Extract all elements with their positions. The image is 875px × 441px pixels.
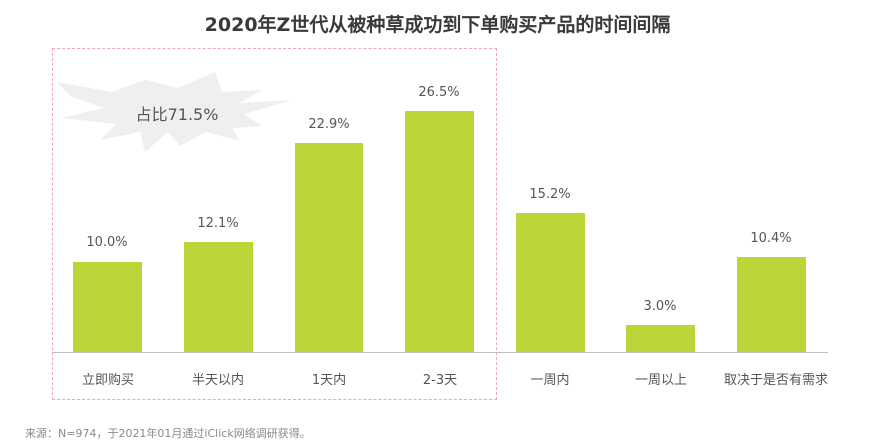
bar-within-half-day — [184, 242, 253, 352]
category-label: 半天以内 — [191, 373, 244, 388]
value-label: 15.2% — [529, 187, 571, 202]
chart-title: 2020年Z世代从被种草成功到下单购买产品的时间间隔 — [204, 14, 671, 36]
category-label: 一周以上 — [634, 373, 687, 388]
bar-depends-on-need — [737, 257, 806, 352]
value-label: 10.0% — [86, 235, 128, 250]
highlight-dashed-box — [52, 48, 497, 400]
category-label: 2-3天 — [422, 373, 458, 388]
value-label: 22.9% — [308, 117, 350, 132]
bar-2-3-days — [405, 111, 474, 352]
category-label: 立即购买 — [81, 373, 134, 388]
highlight-percentage-label: 占比71.5% — [135, 105, 219, 124]
x-axis-baseline — [52, 352, 828, 353]
bar-immediate — [73, 262, 142, 352]
bar-within-week — [516, 213, 585, 352]
value-label: 3.0% — [643, 299, 677, 314]
value-label: 26.5% — [418, 85, 460, 100]
value-label: 10.4% — [750, 231, 792, 246]
source-note: 来源：N=974，于2021年01月通过iClick网络调研获得。 — [25, 427, 311, 440]
category-label: 取决于是否有需求 — [723, 373, 828, 388]
category-label: 1天内 — [311, 373, 347, 388]
bar-over-week — [626, 325, 695, 352]
category-label: 一周内 — [530, 373, 570, 388]
bar-within-1-day — [295, 143, 363, 352]
value-label: 12.1% — [197, 216, 239, 231]
